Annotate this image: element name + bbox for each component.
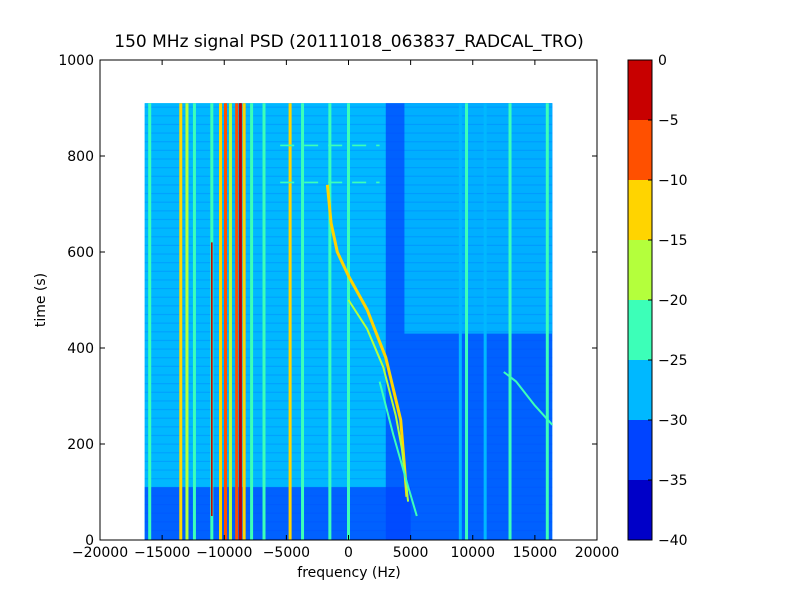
y-axis-label: time (s) — [33, 273, 49, 327]
colorbar-tick-label: −5 — [658, 113, 679, 129]
colorbar-tick-label: 0 — [658, 53, 667, 69]
x-tick-label: −20000 — [72, 545, 128, 561]
x-tick-label: 5000 — [393, 545, 429, 561]
colorbar-band — [628, 120, 652, 180]
heatmap-band-4 — [404, 103, 553, 334]
x-axis-label: frequency (Hz) — [297, 565, 400, 581]
x-tick-label: 20000 — [575, 545, 620, 561]
y-tick-label: 200 — [67, 437, 94, 453]
colorbar-band — [628, 300, 652, 360]
drift-track-1 — [347, 299, 410, 502]
y-tick-label: 400 — [67, 341, 94, 357]
x-tick-label: −5000 — [263, 545, 310, 561]
x-axis: −20000 −15000 −10000 −5000 0 5000 10000 15000 20… — [72, 60, 619, 561]
colorbar-tick-label: −40 — [658, 533, 688, 549]
colorbar-ticks: −40 −35 −30 −25 −20 −15 −10 −5 0 — [648, 53, 688, 549]
colorbar-band — [628, 480, 652, 540]
colorbar-band — [628, 60, 652, 120]
colorbar-tick-label: −10 — [658, 173, 688, 189]
x-tick-label: −15000 — [134, 545, 190, 561]
drift-track-2 — [378, 381, 418, 517]
colorbar-band — [628, 240, 652, 300]
chart-title: 150 MHz signal PSD (20111018_063837_RADC… — [114, 32, 583, 52]
y-tick-label: 600 — [67, 245, 94, 261]
colorbar-tick-label: −30 — [658, 413, 688, 429]
colorbar-tick-label: −35 — [658, 473, 688, 489]
heatmap-layer — [144, 103, 554, 540]
colorbar-tick-label: −15 — [658, 233, 688, 249]
x-tick-label: 0 — [344, 545, 353, 561]
drift-track-0 — [325, 184, 409, 497]
colorbar-tick-label: −20 — [658, 293, 688, 309]
drift-track-3 — [503, 371, 554, 426]
plot-area: −20000 −15000 −10000 −5000 0 5000 10000 15000 20… — [58, 53, 619, 561]
colorbar-band — [628, 180, 652, 240]
y-tick-label: 800 — [67, 149, 94, 165]
y-tick-label: 1000 — [58, 53, 94, 69]
y-tick-label: 0 — [85, 533, 94, 549]
colorbar-bands — [628, 60, 652, 540]
x-tick-label: 15000 — [513, 545, 558, 561]
x-tick-label: −10000 — [196, 545, 252, 561]
colorbar-band — [628, 360, 652, 420]
heatmap-band-3 — [144, 487, 411, 540]
colorbar: −40 −35 −30 −25 −20 −15 −10 −5 0 — [627, 53, 688, 549]
colorbar-band — [628, 420, 652, 480]
x-tick-label: 10000 — [450, 545, 495, 561]
y-axis: 0 200 400 600 800 1000 — [58, 53, 597, 549]
colorbar-tick-label: −25 — [658, 353, 688, 369]
